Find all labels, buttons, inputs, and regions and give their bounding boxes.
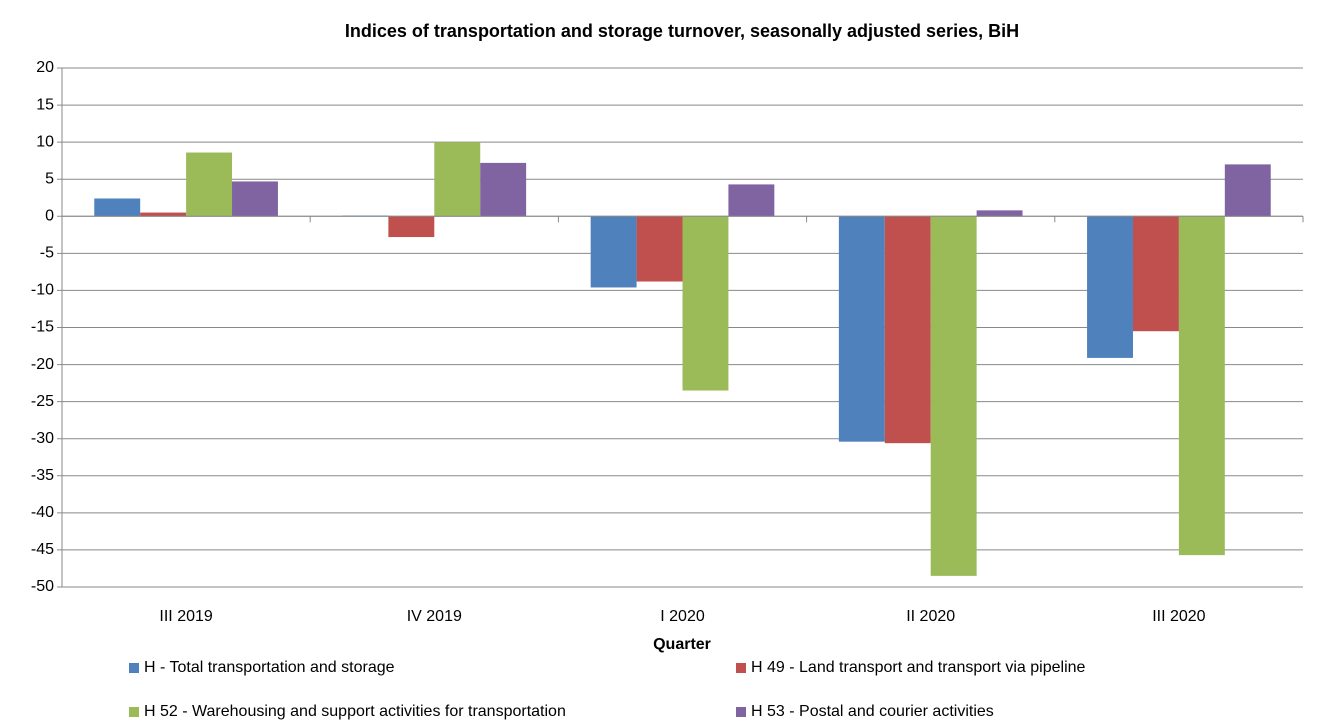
- y-tick-label: -15: [31, 319, 54, 336]
- bar: [434, 142, 481, 217]
- y-tick-label: -30: [31, 430, 54, 447]
- bar: [1224, 164, 1271, 217]
- x-tick-label: I 2020: [660, 608, 705, 625]
- y-tick-label: 10: [36, 133, 54, 150]
- bar: [1132, 216, 1179, 332]
- bar: [140, 212, 187, 217]
- x-tick-label: III 2019: [159, 608, 212, 625]
- legend-label: H 49 - Land transport and transport via …: [751, 659, 1086, 676]
- bar: [728, 184, 775, 217]
- bar: [976, 210, 1023, 217]
- y-tick-label: -40: [31, 504, 54, 521]
- y-tick-label: -50: [31, 578, 54, 595]
- bar: [682, 216, 729, 391]
- y-tick-label: -5: [40, 245, 54, 262]
- y-tick-label: 0: [45, 208, 54, 225]
- legend-swatch: [129, 663, 139, 673]
- legend-swatch: [736, 707, 746, 717]
- bar: [930, 216, 977, 576]
- y-tick-label: -10: [31, 282, 54, 299]
- x-tick-label: III 2020: [1152, 608, 1205, 625]
- bar: [884, 216, 931, 444]
- legend-label: H 52 - Warehousing and support activitie…: [144, 703, 566, 720]
- y-tick-label: -25: [31, 393, 54, 410]
- legend-swatch: [736, 663, 746, 673]
- x-tick-label: II 2020: [906, 608, 955, 625]
- x-tick-label: IV 2019: [407, 608, 462, 625]
- bar: [94, 198, 141, 217]
- legend-label: H 53 - Postal and courier activities: [751, 703, 994, 720]
- legend-swatch: [129, 707, 139, 717]
- chart-title: Indices of transportation and storage tu…: [345, 21, 1019, 41]
- y-tick-label: 20: [36, 59, 54, 76]
- bar: [838, 216, 885, 442]
- y-tick-label: -45: [31, 541, 54, 558]
- legend-label: H - Total transportation and storage: [144, 659, 395, 676]
- y-tick-label: 15: [36, 96, 54, 113]
- bar: [590, 216, 637, 288]
- bar: [480, 162, 527, 217]
- bar: [1087, 216, 1133, 358]
- y-tick-label: 5: [45, 170, 54, 187]
- bar: [232, 181, 278, 217]
- bar: [1178, 216, 1225, 556]
- x-axis-title: Quarter: [653, 636, 711, 653]
- bar: [636, 216, 683, 282]
- y-tick-label: -20: [31, 356, 54, 373]
- bar: [186, 152, 233, 217]
- y-tick-label: -35: [31, 467, 54, 484]
- bar: [388, 216, 435, 238]
